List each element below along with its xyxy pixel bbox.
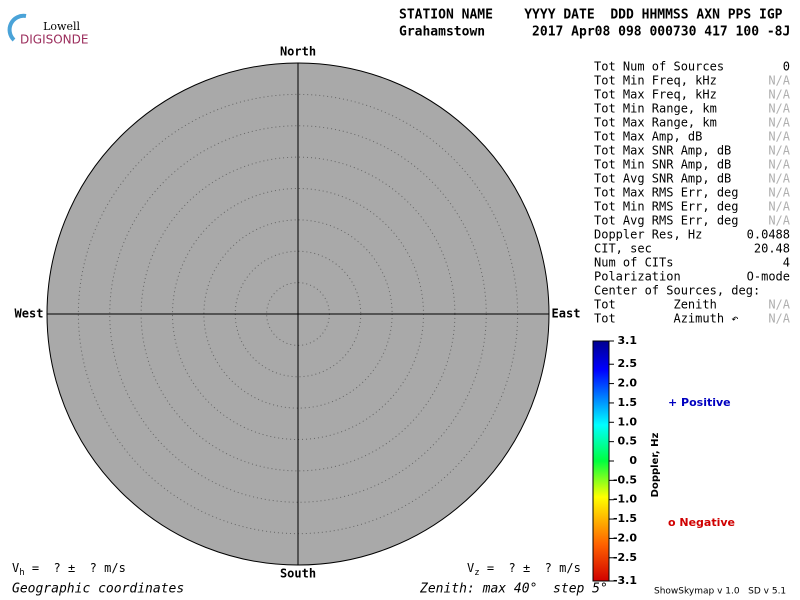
east-label: East bbox=[552, 307, 581, 321]
stat-label: Tot Min Freq, kHz bbox=[594, 74, 717, 88]
stat-label: Tot Azimuth ↶ bbox=[594, 312, 739, 326]
stat-label: Tot Min SNR Amp, dB bbox=[594, 158, 731, 172]
colorbar-tick-label: -1.5 bbox=[613, 512, 637, 525]
vz-subscript: z bbox=[474, 568, 479, 578]
stat-label: Tot Avg RMS Err, deg bbox=[594, 214, 739, 228]
stat-label: Tot Max Range, km bbox=[594, 116, 717, 130]
colorbar bbox=[592, 340, 610, 582]
colorbar-tick-label: 0.5 bbox=[618, 435, 638, 448]
vh-value: = ? ± ? m/s bbox=[25, 561, 126, 575]
vh-subscript: h bbox=[19, 568, 24, 578]
colorbar-tick-label: 1.0 bbox=[618, 415, 638, 428]
logo-arc bbox=[7, 13, 27, 42]
header-labels: STATION NAME YYYY DATE DDD HHMMSS AXN PP… bbox=[399, 8, 783, 23]
south-label: South bbox=[280, 567, 316, 581]
colorbar-ticks: 3.1 2.5 2.0 1.5 1.0 0.5 0 -0.5 -1.0 -1.5 -2.0 -2.5 -… bbox=[609, 334, 637, 587]
colorbar-tick-label: 2.0 bbox=[618, 377, 638, 390]
stat-value: N/A bbox=[768, 144, 790, 158]
stat-value: 20.48 bbox=[754, 242, 790, 256]
vh-symbol: V bbox=[12, 561, 19, 575]
colorbar-tick-label: -1.0 bbox=[613, 493, 637, 506]
stat-value: N/A bbox=[768, 158, 790, 172]
colorbar-tick-label: 1.5 bbox=[618, 396, 638, 409]
stat-label: Tot Max RMS Err, deg bbox=[594, 186, 739, 200]
colorbar-tick-label: -2.5 bbox=[613, 551, 637, 564]
colorbar-tick-label: -0.5 bbox=[613, 473, 637, 486]
colorbar-tick-label: -2.0 bbox=[613, 531, 637, 544]
legend-positive: + Positive bbox=[668, 396, 731, 409]
zenith-text: Zenith: max 40° step 5° bbox=[419, 582, 608, 597]
north-label: North bbox=[280, 45, 316, 59]
stat-label: Tot Min RMS Err, deg bbox=[594, 200, 739, 214]
stat-value: O-mode bbox=[747, 270, 790, 284]
stat-value: N/A bbox=[768, 74, 790, 88]
colorbar-label: Doppler, Hz bbox=[650, 433, 661, 498]
header-values: Grahamstown 2017 Apr08 098 000730 417 10… bbox=[399, 25, 790, 40]
vz-symbol: V bbox=[467, 561, 474, 575]
logo-bottom: DIGISONDE bbox=[20, 33, 88, 47]
stat-value: N/A bbox=[768, 312, 790, 326]
colorbar-tick-label: -3.1 bbox=[613, 574, 637, 587]
stat-label: Doppler Res, Hz bbox=[594, 228, 702, 242]
stat-label: Tot Min Range, km bbox=[594, 102, 717, 116]
stat-label: CIT, sec bbox=[594, 242, 652, 256]
stat-value: N/A bbox=[768, 172, 790, 186]
stat-label: Tot Zenith bbox=[594, 298, 717, 312]
stat-value: N/A bbox=[768, 298, 790, 312]
vh-text: Vh = ? ± ? m/s bbox=[12, 561, 126, 578]
stat-label: Polarization bbox=[594, 270, 681, 284]
coords-text: Geographic coordinates bbox=[12, 582, 184, 597]
logo-top: Lowell bbox=[43, 20, 80, 33]
stat-value: N/A bbox=[768, 200, 790, 214]
colorbar-tick-label: 3.1 bbox=[618, 334, 638, 347]
stat-value: N/A bbox=[768, 116, 790, 130]
west-label: West bbox=[15, 307, 44, 321]
version-text: ShowSkymap v 1.0 SD v 5.1 bbox=[654, 587, 786, 597]
polar-plot bbox=[46, 62, 550, 566]
vz-text: Vz = ? ± ? m/s bbox=[467, 561, 581, 578]
stat-value: N/A bbox=[768, 88, 790, 102]
stat-value: 4 bbox=[783, 256, 790, 270]
stat-label: Tot Avg SNR Amp, dB bbox=[594, 172, 731, 186]
stat-value: N/A bbox=[768, 214, 790, 228]
colorbar-tick-label: 2.5 bbox=[618, 357, 638, 370]
stat-label: Num of CITs bbox=[594, 256, 673, 270]
colorbar-tick-label: 0 bbox=[629, 454, 637, 467]
vz-value: = ? ± ? m/s bbox=[480, 561, 581, 575]
stat-value: 0.0488 bbox=[747, 228, 790, 242]
stat-label: Tot Max SNR Amp, dB bbox=[594, 144, 731, 158]
stat-label: Tot Num of Sources bbox=[594, 60, 724, 74]
stat-value: N/A bbox=[768, 130, 790, 144]
stats-table: Tot Num of Sources 0 Tot Min Freq, kHz N/A T… bbox=[594, 60, 791, 326]
stat-value: N/A bbox=[768, 102, 790, 116]
stat-label: Tot Max Amp, dB bbox=[594, 130, 702, 144]
stat-label: Center of Sources, deg: bbox=[594, 284, 760, 298]
stat-label: Tot Max Freq, kHz bbox=[594, 88, 717, 102]
stat-value: N/A bbox=[768, 186, 790, 200]
stat-value: 0 bbox=[783, 60, 790, 74]
legend-negative: o Negative bbox=[668, 516, 735, 529]
